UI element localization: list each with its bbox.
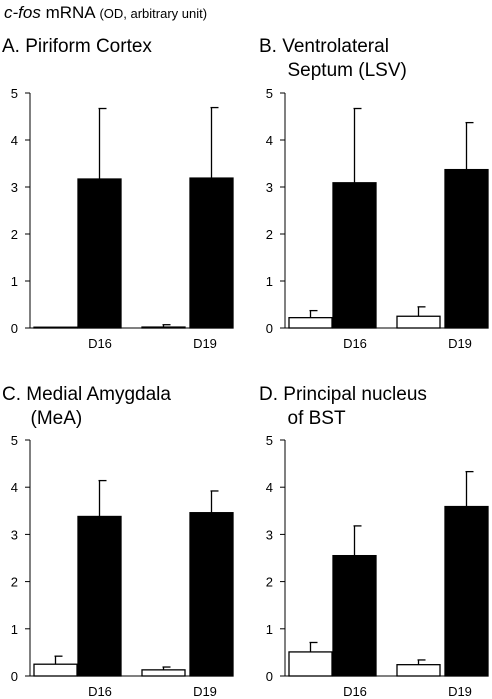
panel-4-y-tick-label: 0 — [266, 669, 273, 684]
panel-3-y-tick-label: 4 — [11, 480, 18, 495]
panel-3-category-label: D16 — [88, 684, 112, 699]
panel-3-title-line: C. Medial Amygdala — [2, 384, 171, 405]
panel-2-title-line: Septum (LSV) — [259, 60, 407, 81]
panel-4-y-tick-label: 5 — [266, 433, 273, 448]
panel-2-bar — [288, 317, 333, 329]
panel-4-title-line: D. Principal nucleus — [259, 384, 427, 405]
panel-1-y-tick-label: 3 — [11, 180, 18, 195]
panel-1-category-label: D19 — [193, 336, 217, 351]
panel-4-bar — [332, 554, 377, 677]
panel-1-category-label: D16 — [88, 336, 112, 351]
panel-2-title-line: B. Ventrolateral — [259, 36, 389, 57]
panel-1-bar — [77, 178, 122, 329]
panel-4-bar — [444, 505, 489, 677]
panel-3-category-label: D19 — [193, 684, 217, 699]
panel-2-bar — [396, 315, 441, 329]
panel-3-title-line: (MeA) — [2, 408, 82, 429]
panel-3-y-tick-label: 5 — [11, 433, 18, 448]
panel-4-category-label: D16 — [343, 684, 367, 699]
panel-1-bar — [141, 326, 186, 329]
panel-1-bar — [189, 177, 234, 329]
panel-4-title-line: of BST — [259, 408, 346, 429]
figure-title-unit: (OD, arbitrary unit) — [99, 6, 208, 21]
figure-title-main: mRNA — [45, 3, 95, 22]
panel-1-y-tick-label: 1 — [11, 274, 18, 289]
figure-title-gene: c-fos — [4, 3, 41, 22]
panel-3-y-tick-label: 0 — [11, 669, 18, 684]
panel-1-title-line: A. Piriform Cortex — [2, 36, 152, 57]
panel-2-y-tick-label: 5 — [266, 86, 273, 101]
panel-4-y-tick-label: 4 — [266, 480, 273, 495]
panel-3-bar — [77, 515, 122, 677]
panel-2-y-tick-label: 4 — [266, 133, 273, 148]
panel-2-category-label: D19 — [448, 336, 472, 351]
panel-1-y-tick-label: 5 — [11, 86, 18, 101]
panel-4-y-tick-label: 3 — [266, 527, 273, 542]
panel-1-bar — [33, 326, 78, 329]
panel-2-category-label: D16 — [343, 336, 367, 351]
panel-2-y-tick-label: 0 — [266, 321, 273, 336]
panel-4-y-tick-label: 1 — [266, 622, 273, 637]
figure-title: c-fos mRNA (OD, arbitrary unit) — [4, 3, 207, 23]
panel-2-y-tick-label: 2 — [266, 227, 273, 242]
panel-4-y-tick-label: 2 — [266, 575, 273, 590]
panel-2-bar — [332, 182, 377, 329]
panel-3-y-tick-label: 1 — [11, 622, 18, 637]
panel-2-y-tick-label: 1 — [266, 274, 273, 289]
panel-4-category-label: D19 — [448, 684, 472, 699]
panel-3-bar — [189, 512, 234, 677]
panel-1-y-tick-label: 2 — [11, 227, 18, 242]
panel-1-y-tick-label: 4 — [11, 133, 18, 148]
panel-2-bar — [444, 168, 489, 329]
panel-4-bar — [396, 664, 441, 677]
panel-2-y-tick-label: 3 — [266, 180, 273, 195]
panel-4-bar — [288, 651, 333, 677]
panel-3-bar — [141, 669, 186, 677]
panel-3-bar — [33, 663, 78, 677]
panel-3-y-tick-label: 2 — [11, 575, 18, 590]
panel-3-y-tick-label: 3 — [11, 527, 18, 542]
panel-1-y-tick-label: 0 — [11, 321, 18, 336]
